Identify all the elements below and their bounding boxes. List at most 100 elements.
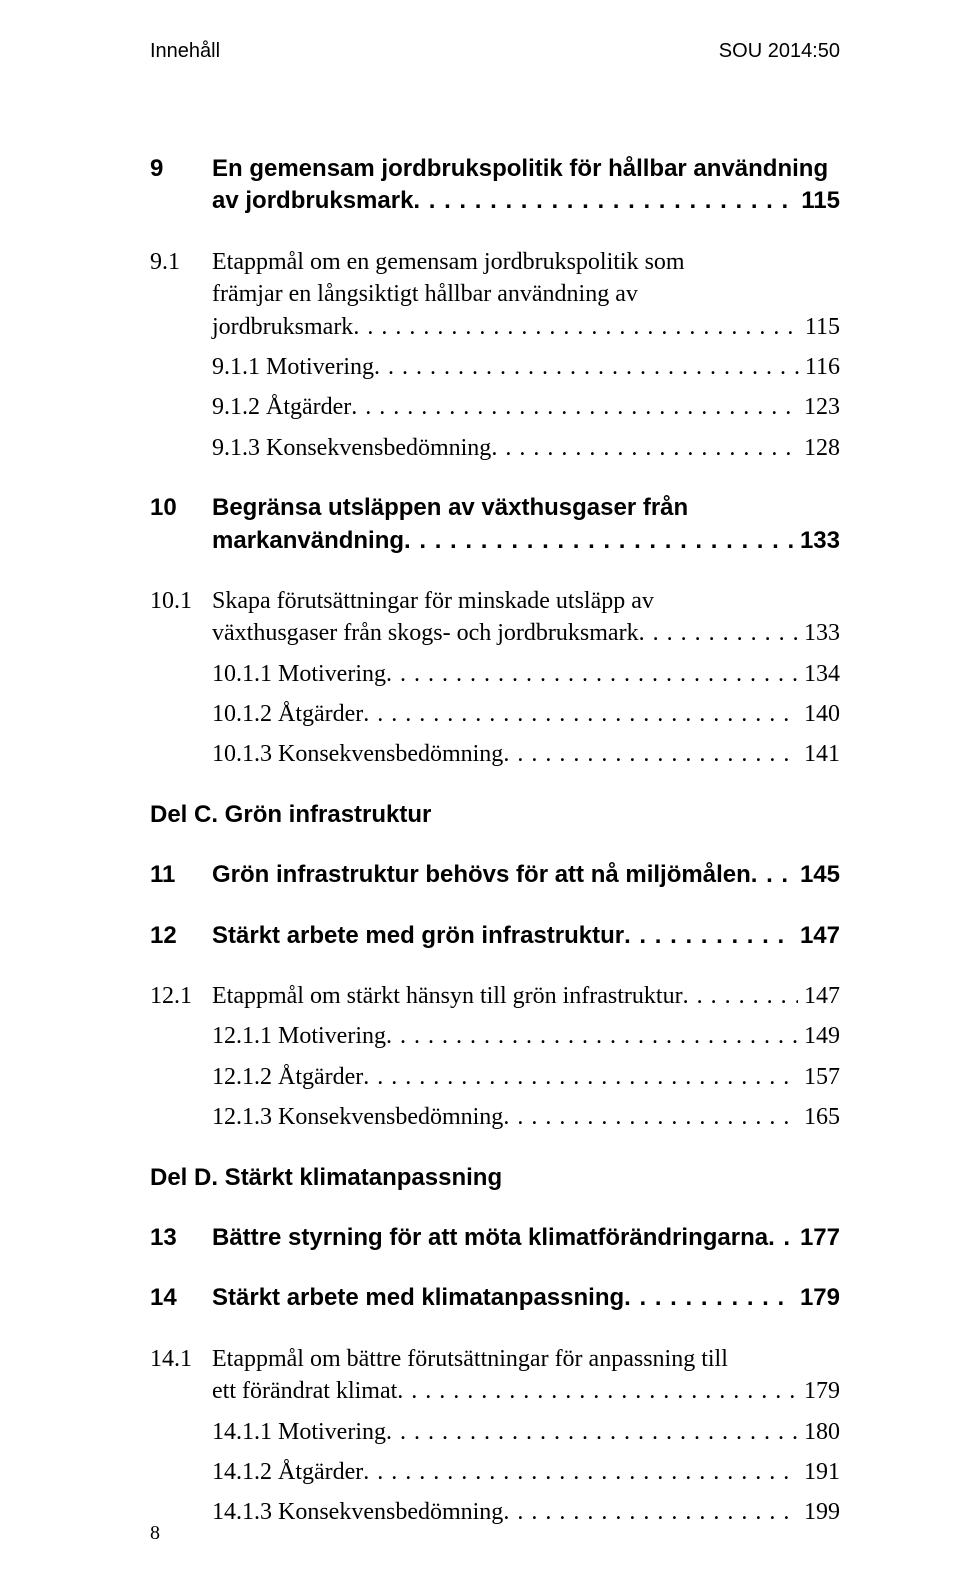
toc-leader [503, 1496, 798, 1528]
toc-entry-label: Motivering [278, 1020, 386, 1052]
toc-entry-label: Konsekvensbedömning [266, 432, 491, 464]
toc-leader [386, 1416, 798, 1448]
toc-leader [351, 391, 798, 423]
toc-entry-page: 128 [798, 432, 840, 464]
toc-entry-page: 116 [799, 351, 840, 383]
header-right: SOU 2014:50 [719, 40, 840, 63]
toc-entry-label: Motivering [278, 658, 386, 690]
toc-entry-label: Konsekvensbedömning [278, 738, 503, 770]
toc-leader [386, 1020, 798, 1052]
toc-leader [751, 859, 794, 891]
toc-entry-page: 141 [798, 738, 840, 770]
toc-entry: 12.1.1 Motivering 149 [150, 1020, 840, 1052]
toc-entry-label: ett förändrat klimat [212, 1375, 397, 1407]
toc-entry: 10.1.1 Motivering 134 [150, 658, 840, 690]
toc-leader [413, 185, 794, 217]
toc-entry-page: 179 [793, 1282, 840, 1314]
toc-entry-page: 115 [795, 185, 840, 217]
toc-entry-label: Motivering [278, 1416, 386, 1448]
toc-entry-label: Motivering [266, 351, 374, 383]
toc-entry-page: 147 [798, 980, 840, 1012]
toc-entry-label: Etappmål om bättre förutsättningar för a… [212, 1343, 728, 1375]
toc-entry-label: Del D. Stärkt klimatanpassning [150, 1162, 502, 1194]
toc-leader [363, 698, 798, 730]
toc-entry-page: 180 [798, 1416, 840, 1448]
toc-entry: Del C. Grön infrastruktur [150, 799, 840, 831]
toc-entry-label: Stärkt arbete med klimatanpassning [212, 1282, 624, 1314]
toc-entry: 9.1.3 Konsekvensbedömning 128 [150, 432, 840, 464]
toc-entry: 10.1.3 Konsekvensbedömning 141 [150, 738, 840, 770]
toc-entry-label: Åtgärder [278, 1061, 363, 1093]
page: Innehåll SOU 2014:50 9En gemensam jordbr… [0, 0, 960, 1595]
toc-leader [624, 920, 793, 952]
toc-entry-number: 10.1.2 [212, 698, 278, 730]
toc-entry: 14.1.2 Åtgärder 191 [150, 1456, 840, 1488]
toc-entry-page: 157 [798, 1061, 840, 1093]
toc-leader [491, 432, 798, 464]
toc-entry-number: 12.1.2 [212, 1061, 278, 1093]
toc-entry-label: Skapa förutsättningar för minskade utslä… [212, 585, 654, 617]
toc-entry-number: 13 [150, 1222, 212, 1254]
toc-leader [683, 980, 798, 1012]
toc-entry-page: 199 [798, 1496, 840, 1528]
toc-entry-page: 133 [798, 617, 840, 649]
toc-entry-number: 14 [150, 1282, 212, 1314]
header-left: Innehåll [150, 40, 220, 63]
toc-entry-page: 179 [798, 1375, 840, 1407]
toc-leader [363, 1061, 798, 1093]
toc-entry-page: 177 [793, 1222, 840, 1254]
toc-leader [503, 1101, 798, 1133]
toc-entry-label: jordbruksmark [212, 311, 353, 343]
toc-entry-label: Stärkt arbete med grön infrastruktur [212, 920, 624, 952]
toc-entry-number: 9.1.2 [212, 391, 266, 423]
toc-entry-page: 147 [793, 920, 840, 952]
toc-entry: 12.1.3 Konsekvensbedömning 165 [150, 1101, 840, 1133]
toc-entry: 10.1.2 Åtgärder 140 [150, 698, 840, 730]
toc-entry-label: Åtgärder [278, 1456, 363, 1488]
toc-entry: 12Stärkt arbete med grön infrastruktur 1… [150, 920, 840, 952]
toc-entry: 13Bättre styrning för att möta klimatför… [150, 1222, 840, 1254]
toc-entry: 14.1.1 Motivering 180 [150, 1416, 840, 1448]
toc-entry-label: Etappmål om stärkt hänsyn till grön infr… [212, 980, 683, 1012]
toc-entry-label: Etappmål om en gemensam jordbrukspolitik… [212, 246, 685, 278]
toc-leader [386, 658, 798, 690]
toc-entry: 12.1.2 Åtgärder 157 [150, 1061, 840, 1093]
toc-entry-number: 14.1.1 [212, 1416, 278, 1448]
toc-entry-number: 10.1.3 [212, 738, 278, 770]
toc-entry-page: 123 [798, 391, 840, 423]
toc-entry-page: 140 [798, 698, 840, 730]
toc-entry-label: Åtgärder [266, 391, 351, 423]
toc-entry-label: växthusgaser från skogs- och jordbruksma… [212, 617, 639, 649]
page-number: 8 [150, 1522, 160, 1545]
toc-entry-label: Del C. Grön infrastruktur [150, 799, 431, 831]
toc-entry-number: 11 [150, 859, 212, 891]
toc-entry-page: 149 [798, 1020, 840, 1052]
toc-entry: 9En gemensam jordbrukspolitik för hållba… [150, 153, 840, 218]
toc-entry-number: 9.1.1 [212, 351, 266, 383]
toc-entry: 10.1Skapa förutsättningar för minskade u… [150, 585, 840, 650]
toc-leader [768, 1222, 793, 1254]
toc-entry: 9.1.2 Åtgärder 123 [150, 391, 840, 423]
toc-entry-page: 134 [798, 658, 840, 690]
toc-entry-label: markanvändning [212, 525, 404, 557]
toc-entry: 11Grön infrastruktur behövs för att nå m… [150, 859, 840, 891]
toc-entry-number: 9.1 [150, 246, 212, 278]
toc-entry-number: 9 [150, 153, 212, 185]
toc-entry: Del D. Stärkt klimatanpassning [150, 1162, 840, 1194]
toc-entry-number: 10 [150, 492, 212, 524]
toc-leader [624, 1282, 793, 1314]
toc-entry-page: 115 [799, 311, 840, 343]
toc-entry-label: Begränsa utsläppen av växthusgaser från [212, 492, 688, 524]
toc-leader [363, 1456, 798, 1488]
toc-entry-page: 165 [798, 1101, 840, 1133]
running-header: Innehåll SOU 2014:50 [150, 40, 840, 63]
toc-entry: 12.1Etappmål om stärkt hänsyn till grön … [150, 980, 840, 1012]
toc-entry-label: Konsekvensbedömning [278, 1496, 503, 1528]
toc-entry-number: 9.1.3 [212, 432, 266, 464]
toc-entry-label: främjar en långsiktigt hållbar användnin… [212, 278, 638, 310]
toc-entry-number: 10.1.1 [212, 658, 278, 690]
toc-entry-number: 10.1 [150, 585, 212, 617]
toc-leader [404, 525, 793, 557]
toc-entry: 14Stärkt arbete med klimatanpassning 179 [150, 1282, 840, 1314]
toc-entry-page: 133 [793, 525, 840, 557]
